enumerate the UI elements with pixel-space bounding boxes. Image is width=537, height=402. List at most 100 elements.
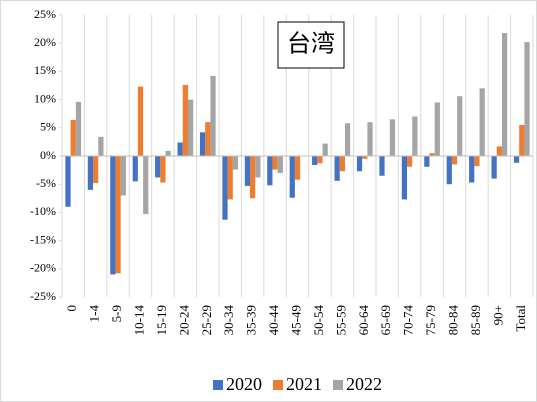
x-tick-label: 1-4: [87, 305, 102, 323]
x-tick-label: 60-64: [356, 305, 371, 336]
bar: [401, 156, 408, 200]
bar: [317, 156, 323, 164]
y-tick-label: -15%: [30, 232, 56, 246]
bar: [344, 123, 351, 156]
bar: [75, 101, 82, 156]
x-tick-label: 35-39: [244, 305, 259, 335]
bar: [244, 156, 251, 186]
bar: [513, 156, 520, 163]
bar: [379, 156, 385, 176]
x-tick-label: 85-89: [468, 305, 483, 335]
x-tick-label: 45-49: [288, 305, 303, 335]
bar: [334, 156, 340, 181]
bar: [65, 156, 71, 207]
y-tick-label: 0%: [40, 148, 56, 162]
chart-title: 台湾: [287, 31, 335, 58]
bar: [322, 143, 328, 156]
bar: [165, 150, 171, 156]
y-tick-label: -20%: [30, 261, 56, 275]
bar: [451, 156, 458, 165]
x-tick-label: 70-74: [401, 305, 416, 336]
bar: [339, 156, 345, 172]
bar: [474, 156, 480, 167]
bar: [434, 102, 440, 156]
x-tick-label: 40-44: [266, 305, 281, 336]
bar: [424, 156, 430, 167]
legend-swatch: [333, 380, 343, 390]
x-tick-label: 90+: [490, 305, 505, 325]
bar: [199, 132, 206, 156]
y-tick-label: 15%: [34, 63, 56, 77]
bar: [143, 156, 149, 215]
y-tick-label: 20%: [34, 35, 56, 49]
bar: [524, 42, 530, 156]
x-tick-label: 50-54: [311, 305, 326, 336]
bar: [277, 156, 283, 173]
bar: [160, 156, 166, 183]
x-tick-label: 0: [64, 305, 79, 312]
bar: [272, 156, 278, 170]
legend-label: 2020: [226, 374, 262, 394]
y-tick-label: 5%: [40, 120, 56, 134]
y-tick-label: 10%: [34, 91, 56, 105]
bar: [496, 146, 502, 156]
bar: [367, 122, 373, 156]
x-tick-label: 55-59: [333, 305, 348, 335]
bar: [177, 142, 183, 156]
legend-label: 2021: [286, 374, 322, 394]
bar: [120, 156, 126, 196]
bar: [115, 156, 121, 274]
legend-swatch: [213, 380, 223, 390]
bar: [429, 153, 435, 156]
legend-swatch: [273, 380, 283, 390]
bar: [232, 156, 239, 170]
bar: [389, 119, 396, 156]
bar: [255, 156, 261, 178]
x-tick-label: Total: [513, 305, 528, 332]
bar: [479, 88, 485, 156]
x-tick-label: 15-19: [154, 305, 169, 335]
x-tick-label: 65-69: [378, 305, 393, 335]
title-box: [277, 21, 345, 69]
bar: [187, 99, 194, 156]
bar: [491, 156, 497, 179]
y-tick-label: -25%: [30, 289, 56, 303]
bar: [356, 156, 363, 172]
x-tick-label: 80-84: [445, 305, 460, 336]
bar: [250, 156, 256, 199]
bar: [289, 156, 295, 198]
bar: [132, 156, 138, 182]
x-tick-label: 25-29: [199, 305, 214, 335]
x-tick-label: 75-79: [423, 305, 438, 335]
x-tick-label: 10-14: [131, 305, 146, 336]
bar: [210, 75, 216, 156]
bar: [137, 86, 144, 156]
bar: [362, 156, 368, 159]
x-tick-label: 20-24: [176, 305, 191, 336]
bar: [519, 124, 525, 156]
bar: [182, 84, 188, 156]
bar: [407, 156, 413, 167]
bar: [93, 156, 99, 184]
bar: [294, 156, 301, 180]
y-tick-label: -10%: [30, 204, 56, 218]
x-tick-label: 30-34: [221, 305, 236, 336]
bar: [501, 33, 508, 156]
x-tick-label: 5-9: [109, 305, 124, 322]
bar: [222, 156, 228, 220]
bar: [457, 96, 463, 156]
y-tick-label: 25%: [34, 7, 56, 21]
bar: [446, 156, 452, 185]
bar: [98, 136, 104, 156]
legend-label: 2022: [346, 374, 382, 394]
bar: [267, 156, 273, 186]
bar: [312, 156, 318, 166]
bar: [205, 122, 211, 156]
bar: [70, 119, 76, 156]
bar: [227, 156, 233, 200]
y-tick-label: -5%: [36, 176, 56, 190]
bar: [469, 156, 475, 183]
bar: [412, 116, 418, 156]
